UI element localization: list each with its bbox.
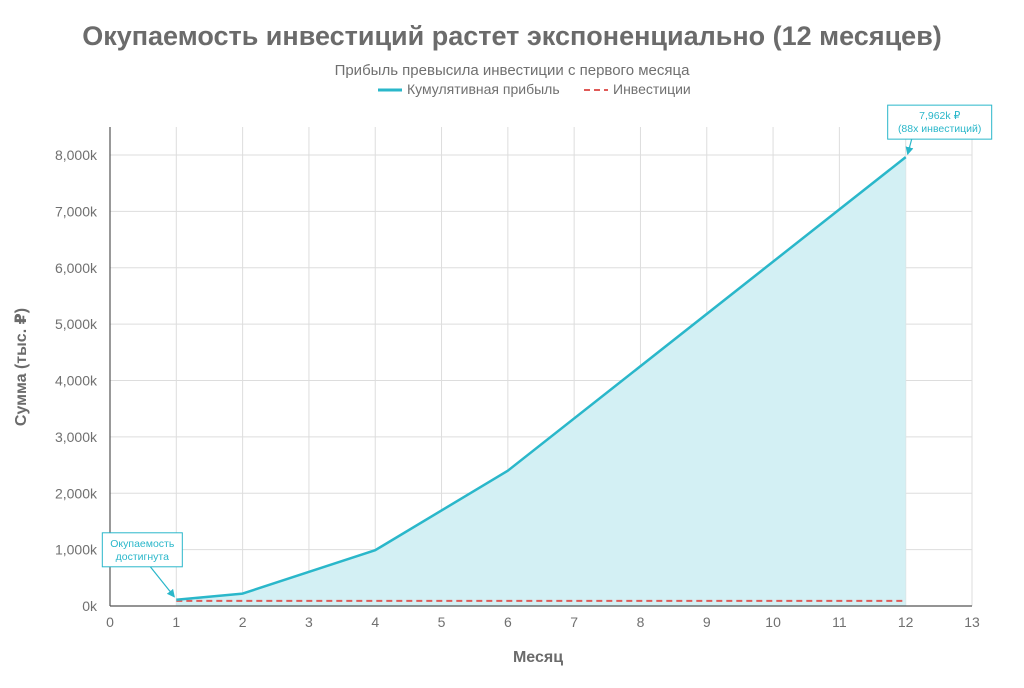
x-tick-label: 11 [832,614,847,630]
x-tick-label: 13 [964,614,980,630]
annotation-box [887,104,993,140]
tick-labels: 0 1 2 3 4 5 6 7 8 9 10 11 12 130k1,000k2,000k3,000k4,… [55,147,980,630]
y-tick-label: 3,000k [55,429,98,445]
annotation-box [101,532,183,568]
x-tick-label: 3 [305,614,313,630]
x-tick-label: 4 [371,614,379,630]
annotation-text: Окупаемость [110,538,175,550]
chart-subtitle: Прибыль превысила инвестиции с первого м… [335,62,691,79]
legend: Кумулятивная прибыль Инвестиции [378,81,691,97]
chart-title: Окупаемость инвестиций растет экспоненци… [82,21,942,51]
x-tick-label: 6 [504,614,512,630]
x-axis-label: Месяц [513,649,563,666]
y-tick-label: 6,000k [55,260,98,276]
x-tick-label: 1 [172,614,180,630]
x-tick-label: 10 [765,614,781,630]
annotation-text: (88x инвестиций) [898,123,981,135]
x-tick-label: 0 [106,614,114,630]
y-tick-label: 7,000k [55,203,98,219]
x-tick-label: 5 [438,614,446,630]
y-axis-label: Сумма (тыс. ₽) [13,308,30,426]
x-tick-label: 12 [898,614,914,630]
legend-label-investment: Инвестиции [613,81,691,97]
annotation-arrow [149,566,175,598]
y-tick-label: 2,000k [55,485,98,501]
y-tick-label: 5,000k [55,316,98,332]
y-tick-label: 4,000k [55,373,98,389]
axes [109,127,972,607]
y-tick-label: 8,000k [55,147,98,163]
x-tick-label: 9 [703,614,711,630]
legend-label-profit: Кумулятивная прибыль [407,81,560,97]
x-tick-label: 7 [570,614,578,630]
annotation-text: 7,962k ₽ [919,110,960,122]
x-tick-label: 8 [637,614,645,630]
profit-area [176,157,906,606]
profit-line [176,156,907,602]
y-tick-label: 1,000k [55,542,98,558]
y-tick-label: 0k [82,598,98,614]
annotation-arrow [905,138,914,156]
plot-area [176,156,907,606]
x-tick-label: 2 [239,614,247,630]
annotation-text: достигнута [116,551,169,563]
